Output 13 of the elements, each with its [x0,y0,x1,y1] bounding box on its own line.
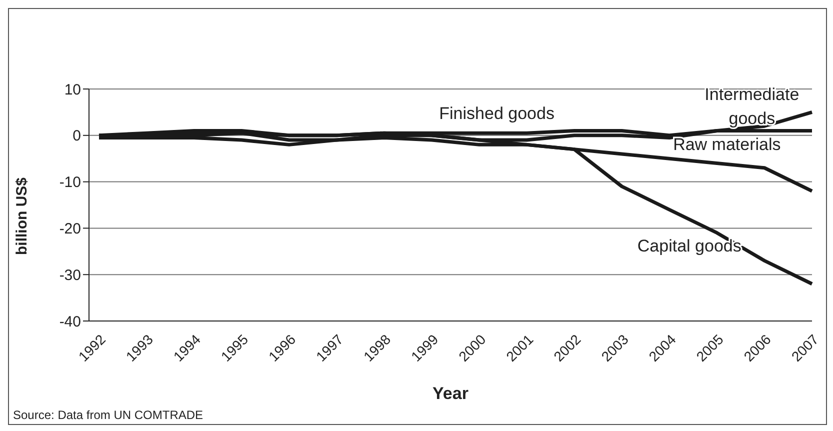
series-label: Raw materials [673,135,781,154]
series-label: Intermediate goods [704,84,800,128]
source-note: Source: Data from UN COMTRADE [13,408,204,422]
series-label: Finished goods [439,104,554,124]
y-tick-label: -20 [59,220,81,238]
y-tick-label: -30 [59,266,81,284]
y-tick-label: 0 [72,128,81,145]
series-label: Capital goods [637,236,742,256]
x-axis-title: Year [432,384,469,403]
y-axis-title: billion US$ [13,176,30,255]
y-tick-label: 10 [64,81,81,98]
y-tick-label: -10 [59,174,81,192]
y-tick-label: -40 [59,313,81,330]
